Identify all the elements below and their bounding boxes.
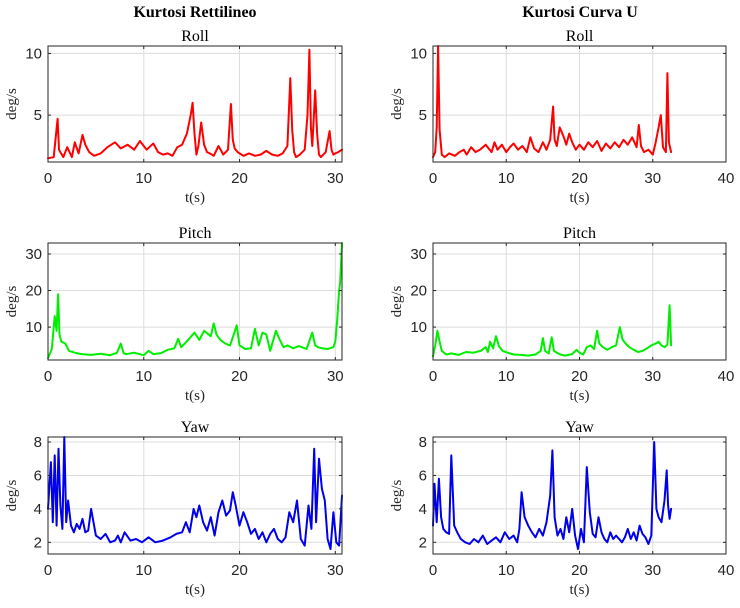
y-tick-label: 8 [419, 434, 427, 451]
y-tick-label: 2 [34, 534, 42, 551]
y-tick-label: 10 [25, 45, 42, 62]
y-tick-label: 4 [34, 501, 42, 518]
x-tick-label: 0 [429, 170, 437, 187]
subplot-title: Yaw [565, 419, 594, 436]
data-line [432, 304, 673, 358]
y-tick-label: 30 [25, 246, 42, 263]
x-axis-label: t(s) [570, 190, 590, 206]
data-line [47, 436, 343, 550]
subplot-title: Roll [181, 28, 209, 45]
subplot-title: Pitch [179, 225, 212, 242]
x-tick-label: 30 [644, 562, 661, 579]
subplot-1: 0 10 20 30 5 10 Roll t(s) deg/s [4, 28, 344, 206]
x-tick-label: 30 [644, 368, 661, 385]
y-tick-label: 8 [34, 434, 42, 451]
y-axis-label: deg/s [389, 88, 405, 120]
x-tick-label: 20 [231, 562, 248, 579]
x-tick-label: 20 [571, 170, 588, 187]
x-tick-label: 0 [44, 562, 52, 579]
x-tick-label: 0 [44, 170, 52, 187]
y-tick-label: 10 [410, 45, 427, 62]
x-tick-label: 40 [718, 170, 735, 187]
data-line [47, 48, 343, 160]
x-axis-label: t(s) [185, 190, 205, 206]
y-tick-label: 2 [419, 534, 427, 551]
x-axis-label: t(s) [185, 388, 205, 404]
x-axis-label: t(s) [185, 582, 205, 598]
x-tick-label: 10 [498, 562, 515, 579]
subplot-3: 0 10 20 30 10 20 30 Pitch t(s) deg/s [4, 225, 344, 404]
y-tick-label: 30 [410, 246, 427, 263]
subplot-4: 0 10 20 30 40 10 20 30 Pitch t(s) deg/s [389, 225, 734, 404]
y-tick-label: 10 [25, 319, 42, 336]
y-tick-label: 5 [419, 107, 427, 124]
subplot-5: 0 10 20 30 2 4 6 8 Yaw t(s) deg/s [4, 419, 344, 598]
data-line [432, 441, 673, 550]
x-tick-label: 40 [718, 562, 735, 579]
x-tick-label: 20 [571, 368, 588, 385]
x-tick-label: 40 [718, 368, 735, 385]
x-tick-label: 0 [44, 368, 52, 385]
x-tick-label: 10 [135, 368, 152, 385]
y-tick-label: 6 [419, 467, 427, 484]
y-axis-label: deg/s [4, 88, 20, 120]
x-tick-label: 0 [429, 368, 437, 385]
y-tick-label: 10 [410, 319, 427, 336]
axes-frame [47, 242, 343, 361]
x-tick-label: 10 [135, 562, 152, 579]
x-tick-label: 10 [498, 170, 515, 187]
subplot-2: 0 10 20 30 40 5 10 Roll t(s) deg/s [389, 28, 734, 206]
plot-area [48, 437, 342, 554]
subplot-title: Yaw [181, 419, 210, 436]
y-axis-label: deg/s [4, 480, 20, 512]
x-tick-label: 20 [571, 562, 588, 579]
x-tick-label: 30 [327, 368, 344, 385]
subplot-6: 0 10 20 30 40 2 4 6 8 Yaw t(s) deg/s [389, 419, 734, 598]
y-axis-label: deg/s [4, 286, 20, 318]
y-tick-label: 5 [34, 107, 42, 124]
x-tick-label: 30 [327, 562, 344, 579]
x-tick-label: 20 [231, 170, 248, 187]
x-tick-label: 30 [327, 170, 344, 187]
left-column-title: Kurtosi Rettilineo [133, 4, 256, 21]
subplot-title: Roll [566, 28, 594, 45]
right-column-title: Kurtosi Curva U [522, 4, 638, 21]
x-tick-label: 10 [498, 368, 515, 385]
axes-frame [47, 45, 343, 163]
x-tick-label: 20 [231, 368, 248, 385]
y-tick-label: 4 [419, 501, 427, 518]
subplot-title: Pitch [563, 225, 596, 242]
x-tick-label: 0 [429, 562, 437, 579]
axes-frame [47, 436, 343, 555]
x-tick-label: 10 [135, 170, 152, 187]
plot-area [48, 243, 342, 360]
x-tick-label: 30 [644, 170, 661, 187]
x-axis-label: t(s) [570, 388, 590, 404]
x-axis-label: t(s) [570, 582, 590, 598]
y-tick-label: 6 [34, 467, 42, 484]
data-line [47, 242, 343, 360]
y-axis-label: deg/s [389, 480, 405, 512]
y-tick-label: 20 [25, 283, 42, 300]
y-axis-label: deg/s [389, 286, 405, 318]
y-tick-label: 20 [410, 283, 427, 300]
data-line [432, 45, 673, 159]
